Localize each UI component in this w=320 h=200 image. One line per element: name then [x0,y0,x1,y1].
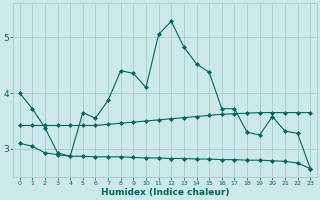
X-axis label: Humidex (Indice chaleur): Humidex (Indice chaleur) [101,188,229,197]
